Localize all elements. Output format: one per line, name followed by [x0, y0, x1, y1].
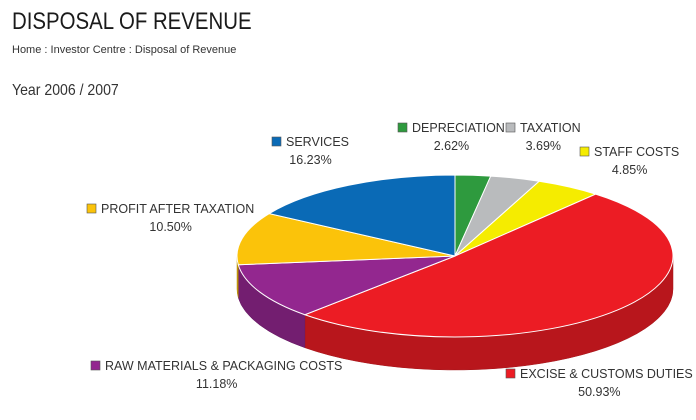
breadcrumb: Home : Investor Centre : Disposal of Rev…: [12, 44, 236, 56]
label-name: TAXATION: [520, 121, 581, 135]
label-taxation: TAXATION 3.69%: [505, 121, 581, 153]
label-name: RAW MATERIALS & PACKAGING COSTS: [105, 359, 342, 373]
label-services: SERVICES 16.23%: [271, 135, 349, 167]
legend-swatch: [90, 360, 101, 371]
breadcrumb-home-link[interactable]: Home: [12, 44, 42, 56]
legend-swatch: [505, 122, 516, 133]
label-raw-materials-packaging-costs: RAW MATERIALS & PACKAGING COSTS 11.18%: [90, 359, 342, 391]
label-percent: 10.50%: [149, 220, 191, 234]
legend-swatch: [86, 203, 97, 214]
breadcrumb-current: Disposal of Revenue: [134, 44, 237, 56]
pie-slice-services[interactable]: [267, 174, 456, 257]
legend-swatch: [579, 146, 590, 157]
label-name: STAFF COSTS: [594, 145, 679, 159]
legend-swatch: [271, 136, 282, 147]
label-depreciation: DEPRECIATION 2.62%: [397, 121, 505, 153]
breadcrumb-separator: :: [41, 44, 51, 56]
label-excise-customs-duties: EXCISE & CUSTOMS DUTIES 50.93%: [505, 367, 693, 399]
pie-slice-profit-after-taxation[interactable]: [236, 213, 456, 266]
legend-swatch: [397, 122, 408, 133]
label-percent: 16.23%: [289, 153, 331, 167]
legend-swatch: [505, 368, 516, 379]
label-name: EXCISE & CUSTOMS DUTIES: [520, 367, 693, 381]
page-title: DISPOSAL OF REVENUE: [12, 8, 252, 35]
label-name: SERVICES: [286, 135, 349, 149]
label-profit-after-taxation: PROFIT AFTER TAXATION 10.50%: [86, 202, 254, 234]
label-name: PROFIT AFTER TAXATION: [101, 202, 254, 216]
label-percent: 3.69%: [526, 139, 561, 153]
pie-slice-excise-customs-duties[interactable]: [303, 193, 674, 338]
year-label: Year 2006 / 2007: [12, 82, 119, 99]
label-staff-costs: STAFF COSTS 4.85%: [579, 145, 679, 177]
pie-slice-raw-materials-packaging-costs[interactable]: [237, 255, 456, 316]
breadcrumb-investor-centre-link[interactable]: Investor Centre: [50, 44, 126, 56]
breadcrumb-separator: :: [125, 44, 135, 56]
label-percent: 2.62%: [434, 139, 469, 153]
legend-labels: DEPRECIATION 2.62% TAXATION 3.69% STAFF COST…: [86, 121, 693, 399]
label-name: DEPRECIATION: [412, 121, 505, 135]
label-percent: 4.85%: [612, 163, 647, 177]
pie-tops: [236, 174, 674, 338]
label-percent: 11.18%: [196, 377, 237, 391]
label-percent: 50.93%: [578, 385, 620, 399]
